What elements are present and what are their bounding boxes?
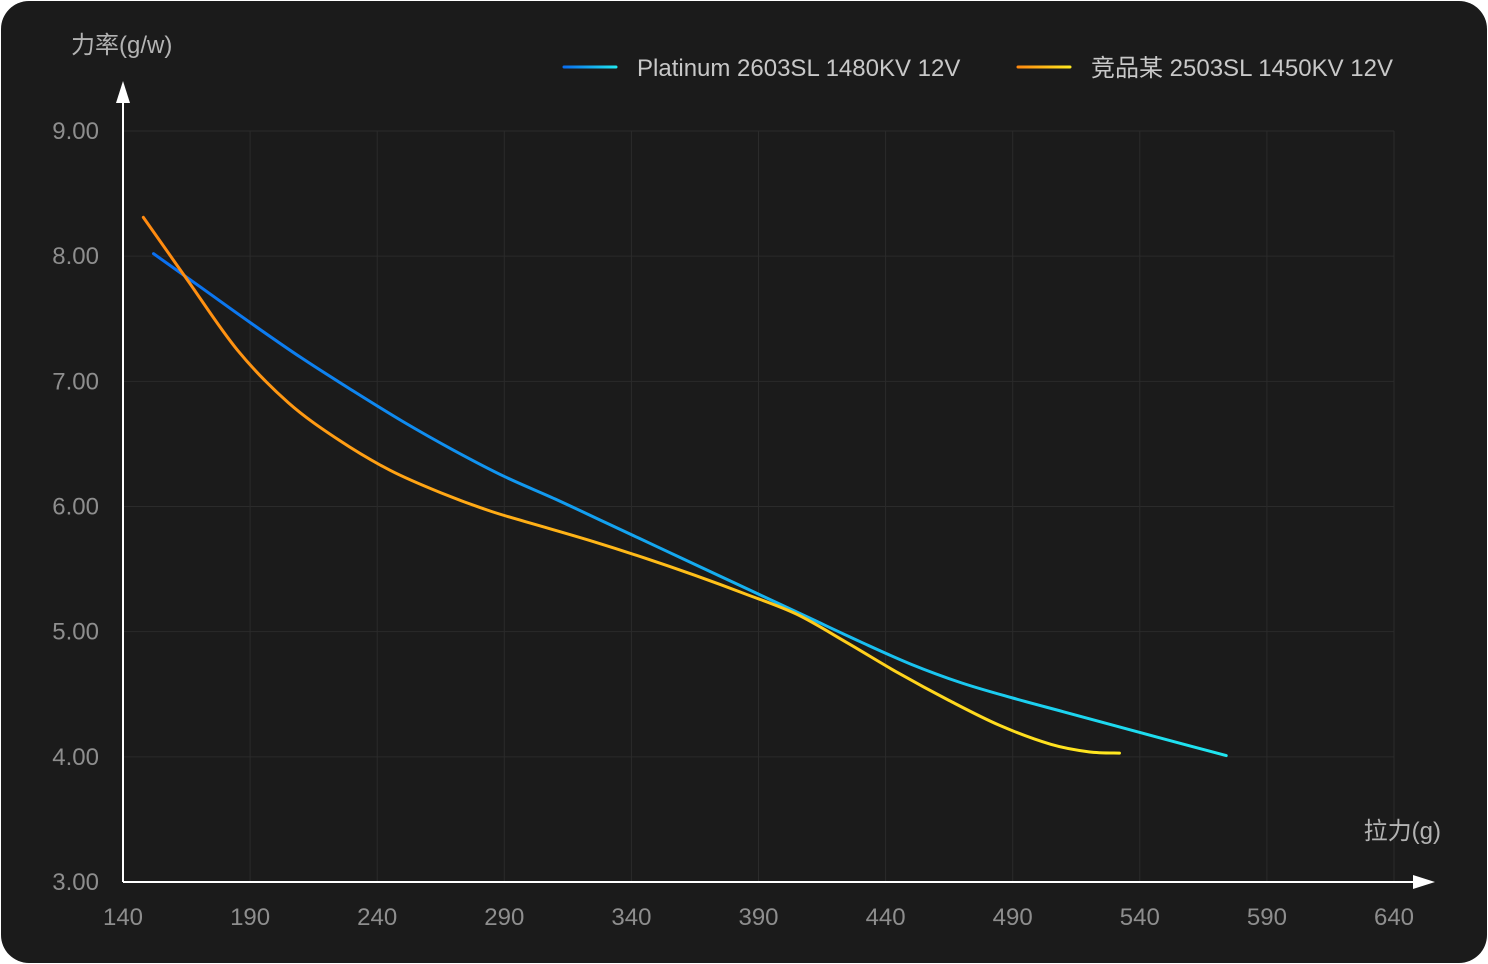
x-tick-label: 140 [103,904,143,931]
series-line-platinum [152,252,1228,758]
legend-label-platinum: Platinum 2603SL 1480KV 12V [637,55,960,82]
x-tick-label: 640 [1374,904,1414,931]
axes [116,81,1435,889]
y-tick-labels: 3.00 4.00 5.00 6.00 7.00 8.00 9.00 [52,118,99,896]
y-axis-title: 力率(g/w) [71,32,172,59]
y-tick-label: 4.00 [52,744,99,771]
x-tick-label: 540 [1120,904,1160,931]
y-tick-label: 8.00 [52,243,99,270]
x-axis-arrow [1413,875,1435,889]
y-tick-label: 5.00 [52,619,99,646]
x-tick-label: 590 [1247,904,1287,931]
x-tick-label: 290 [484,904,524,931]
series-group [141,215,1228,758]
y-tick-label: 7.00 [52,368,99,395]
series-line-competitor [141,215,1121,755]
y-tick-label: 3.00 [52,869,99,896]
x-tick-label: 190 [230,904,270,931]
x-tick-label: 240 [357,904,397,931]
grid [123,130,1395,882]
x-tick-label: 490 [993,904,1033,931]
legend-label-competitor: 竞品某 2503SL 1450KV 12V [1091,55,1393,82]
x-tick-labels: 140 190 240 290 340 390 440 490 540 590 640 [103,904,1414,931]
legend: Platinum 2603SL 1480KV 12V 竞品某 2503SL 14… [562,55,1393,82]
y-axis-arrow [116,81,130,103]
y-tick-label: 9.00 [52,118,99,145]
x-tick-label: 440 [866,904,906,931]
x-tick-label: 340 [611,904,651,931]
y-tick-label: 6.00 [52,494,99,521]
x-tick-label: 390 [738,904,778,931]
x-axis-title: 拉力(g) [1364,818,1441,845]
